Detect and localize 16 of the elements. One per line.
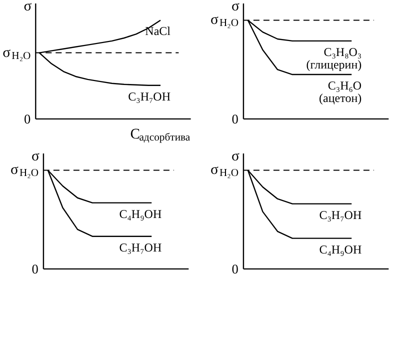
series-label: C₃H₆O (ацетон): [319, 78, 362, 106]
text: 0: [232, 111, 239, 126]
series-label: C₃H₇OH: [119, 240, 162, 254]
series-label: C₃H₇OH: [319, 208, 362, 222]
series-label: NaCl: [145, 24, 172, 38]
y-axis-title: σ: [32, 148, 40, 164]
series-label: C₃H₇OH: [128, 89, 171, 104]
series-label: C₃H₈O₃ (глицерин): [306, 44, 362, 72]
text: 0: [232, 261, 239, 276]
y-axis-title: σ: [24, 0, 32, 14]
text: 0: [24, 111, 31, 126]
text: 0: [32, 261, 39, 276]
y-axis-title: σ: [232, 148, 240, 164]
series-label: C₄H₉OH: [319, 242, 362, 256]
series-label: C₄H₉OH: [119, 206, 162, 221]
y-axis-title: σ: [232, 0, 240, 14]
